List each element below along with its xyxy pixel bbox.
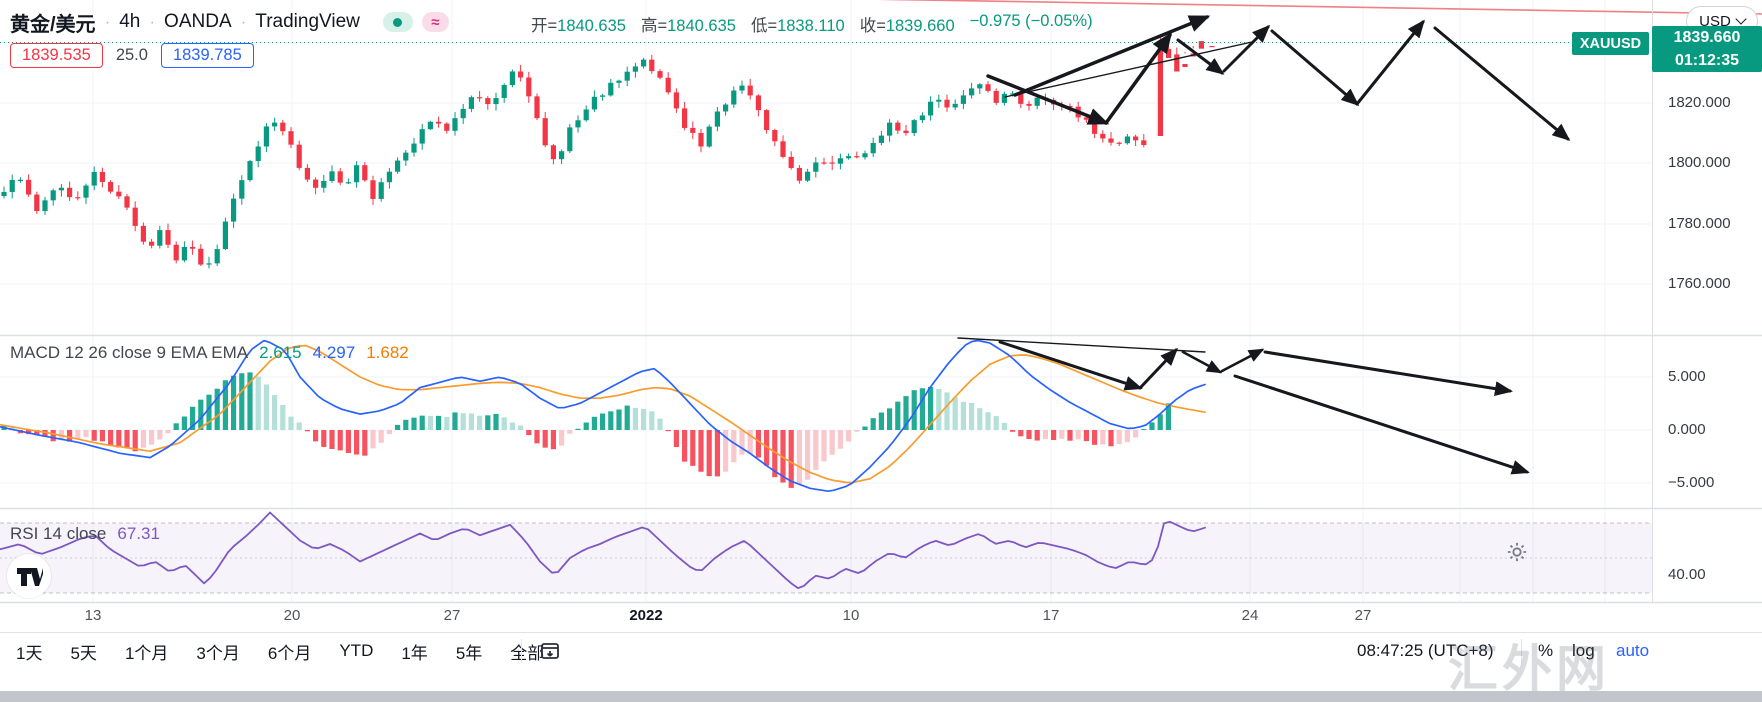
open-label: 开 xyxy=(531,17,548,35)
green-dot-icon xyxy=(393,17,403,27)
range-button-1年[interactable]: 1年 xyxy=(401,643,428,663)
auto-scale-button[interactable]: auto xyxy=(1616,641,1650,660)
chevron-down-icon xyxy=(1735,13,1747,25)
time-tick-label: 2022 xyxy=(629,607,663,624)
spread-value: 25.0 xyxy=(115,46,148,64)
title-separator: · xyxy=(104,12,111,31)
close-value: 1839.660 xyxy=(885,17,955,35)
macd-line-value: 4.297 xyxy=(312,343,356,362)
interval-label[interactable]: 4h xyxy=(119,11,141,32)
price-tick-label: 1760.000 xyxy=(1668,275,1731,292)
bid-price-chip[interactable]: 1839.535 xyxy=(10,43,103,68)
time-tick-label: 20 xyxy=(283,607,301,624)
range-button-1个月[interactable]: 1个月 xyxy=(124,643,169,663)
change-value: −0.975 (−0.05%) xyxy=(969,12,1093,30)
range-button-全部[interactable]: 全部 xyxy=(510,643,545,663)
platform-label[interactable]: TradingView xyxy=(255,11,360,32)
symbol-title[interactable]: 黄金/美元 xyxy=(10,13,96,36)
bid-ask-panel: 1839.535 25.0 1839.785 xyxy=(10,43,254,68)
range-button-6个月[interactable]: 6个月 xyxy=(267,643,312,663)
range-button-5天[interactable]: 5天 xyxy=(70,643,97,663)
toolbar-divider-2 xyxy=(1521,639,1522,663)
time-tick-label: 27 xyxy=(1354,607,1372,624)
time-axis[interactable]: 13 20 27 2022 10 17 24 27 xyxy=(0,602,1652,630)
range-button-5年[interactable]: 5年 xyxy=(455,643,483,663)
exchange-label[interactable]: OANDA xyxy=(164,11,232,32)
rsi-value: 67.31 xyxy=(117,524,160,543)
price-tick-label: 40.00 xyxy=(1668,566,1706,583)
price-tick-label: 5.000 xyxy=(1668,368,1706,385)
bottom-toolbar: 1天 5天 1个月 3个月 6个月 YTD 1年 5年 全部 08:47:25 (UTC+8) … xyxy=(0,632,1762,670)
range-button-YTD[interactable]: YTD xyxy=(339,641,374,660)
rsi-title: RSI 14 close xyxy=(10,524,107,543)
last-price-value: 1839.660 xyxy=(1673,29,1741,46)
bar-countdown: 01:12:35 xyxy=(1674,52,1740,69)
market-open-status-icon[interactable] xyxy=(382,12,413,32)
low-label: 低 xyxy=(750,17,768,35)
macd-signal-value: 1.682 xyxy=(366,343,409,362)
rsi-legend[interactable]: RSI 14 close 67.31 xyxy=(10,524,160,544)
log-scale-button[interactable]: log xyxy=(1572,641,1595,660)
chart-legend: 黄金/美元 · 4h · OANDA · TradingView ≈ xyxy=(10,8,449,36)
ohlc-readout: 开=1840.635 高=1840.635 低=1838.110 收=1839.… xyxy=(531,12,1093,35)
low-value: 1838.110 xyxy=(777,17,845,35)
bottom-strip xyxy=(0,691,1762,702)
time-tick-label: 27 xyxy=(443,607,461,624)
price-tick-label: 0.000 xyxy=(1668,421,1706,438)
range-buttons: 1天 5天 1个月 3个月 6个月 YTD 1年 5年 全部 xyxy=(16,633,544,669)
range-button-1天[interactable]: 1天 xyxy=(16,643,43,663)
time-tick-label: 24 xyxy=(1241,607,1259,624)
price-tick-label: 1800.000 xyxy=(1668,154,1731,171)
percent-scale-button[interactable]: % xyxy=(1538,641,1554,660)
tv-logo-glyph xyxy=(17,568,43,586)
time-tick-label: 13 xyxy=(84,607,102,624)
time-tick-label: 10 xyxy=(842,607,860,624)
macd-hist-value: 2.615 xyxy=(259,343,302,362)
macd-legend[interactable]: MACD 12 26 close 9 EMA EMA 2.615 4.297 1… xyxy=(10,343,409,363)
ask-price-chip[interactable]: 1839.785 xyxy=(160,43,254,68)
time-tick-label: 17 xyxy=(1042,607,1060,624)
toolbar-divider xyxy=(521,639,522,663)
symbol-tag: XAUUSD xyxy=(1572,32,1649,55)
price-tick-label: 1780.000 xyxy=(1668,215,1731,232)
price-axis[interactable]: 1820.000 1800.000 1780.000 1760.000 5.000 0.0… xyxy=(1652,0,1762,602)
delayed-data-icon[interactable]: ≈ xyxy=(421,12,449,32)
close-label: 收 xyxy=(859,17,877,35)
high-value: 1840.635 xyxy=(667,17,736,35)
macd-title: MACD 12 26 close 9 EMA EMA xyxy=(10,343,249,362)
current-price-tag: 1839.660 01:12:35 xyxy=(1652,26,1762,72)
price-tick-label: −5.000 xyxy=(1668,474,1715,491)
settings-gear-icon[interactable] xyxy=(1506,541,1528,563)
high-label: 高 xyxy=(640,17,658,35)
price-tick-label: 1820.000 xyxy=(1668,94,1731,111)
clock-label[interactable]: 08:47:25 (UTC+8) xyxy=(1357,641,1494,660)
go-to-date-icon[interactable] xyxy=(540,641,560,661)
open-value: 1840.635 xyxy=(557,17,626,35)
range-button-3个月[interactable]: 3个月 xyxy=(196,643,240,663)
tradingview-logo[interactable] xyxy=(7,554,51,598)
